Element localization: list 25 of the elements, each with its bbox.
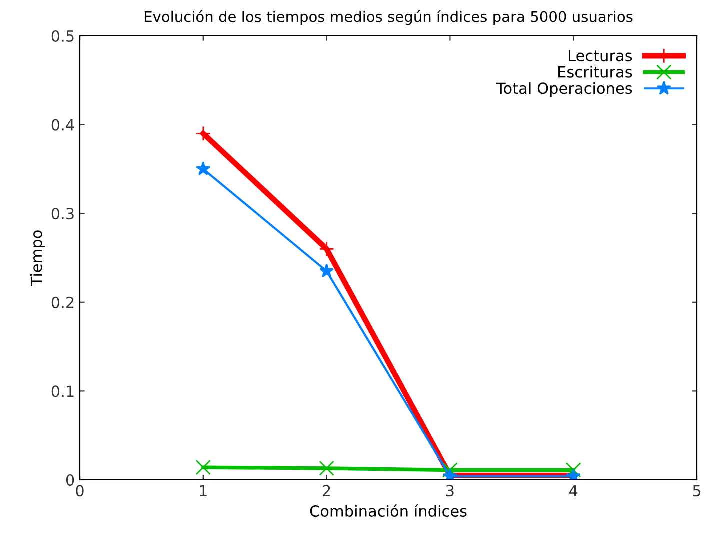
point xyxy=(196,460,212,476)
x-tick-label: 5 xyxy=(693,485,701,497)
y-tick-label: 0.3 xyxy=(52,208,74,220)
point xyxy=(319,241,334,257)
x-tick-label: 4 xyxy=(569,485,578,496)
x-tick-label: 2 xyxy=(323,485,330,496)
y-axis-title: Tiempo xyxy=(30,230,46,286)
y-tick-label: 0.4 xyxy=(52,119,74,131)
point xyxy=(196,126,212,142)
x-axis-title: Combinación índices xyxy=(310,504,467,518)
point xyxy=(319,460,334,476)
y-tick-label: 0.2 xyxy=(52,296,74,308)
x-tick-label: 3 xyxy=(446,485,454,497)
chart-title: Evolución de los tiempos medios según índices para 5000 usuarios xyxy=(144,10,633,26)
x-tick-label: 1 xyxy=(200,485,207,496)
point xyxy=(320,264,334,278)
y-tick-label: 0 xyxy=(66,474,74,486)
x-tick-label: 0 xyxy=(76,485,84,497)
y-tick-label: 0.1 xyxy=(52,386,74,398)
legend-label: Escrituras xyxy=(558,66,632,78)
point xyxy=(566,462,582,478)
y-tick-label: 0.5 xyxy=(52,30,74,42)
point xyxy=(196,162,211,176)
legend-label: Total Operaciones xyxy=(496,82,632,98)
legend-label: Lecturas xyxy=(569,50,632,62)
